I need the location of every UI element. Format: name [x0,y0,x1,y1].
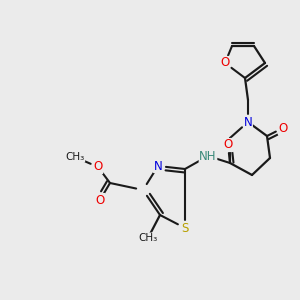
Text: O: O [278,122,288,134]
Text: O: O [220,56,230,70]
Text: O: O [224,139,232,152]
Text: CH₃: CH₃ [65,152,85,162]
Text: N: N [244,116,252,128]
Text: NH: NH [199,149,217,163]
Text: O: O [93,160,103,173]
Text: S: S [181,221,189,235]
Text: N: N [154,160,162,172]
Text: CH₃: CH₃ [138,233,158,243]
Text: O: O [95,194,105,206]
